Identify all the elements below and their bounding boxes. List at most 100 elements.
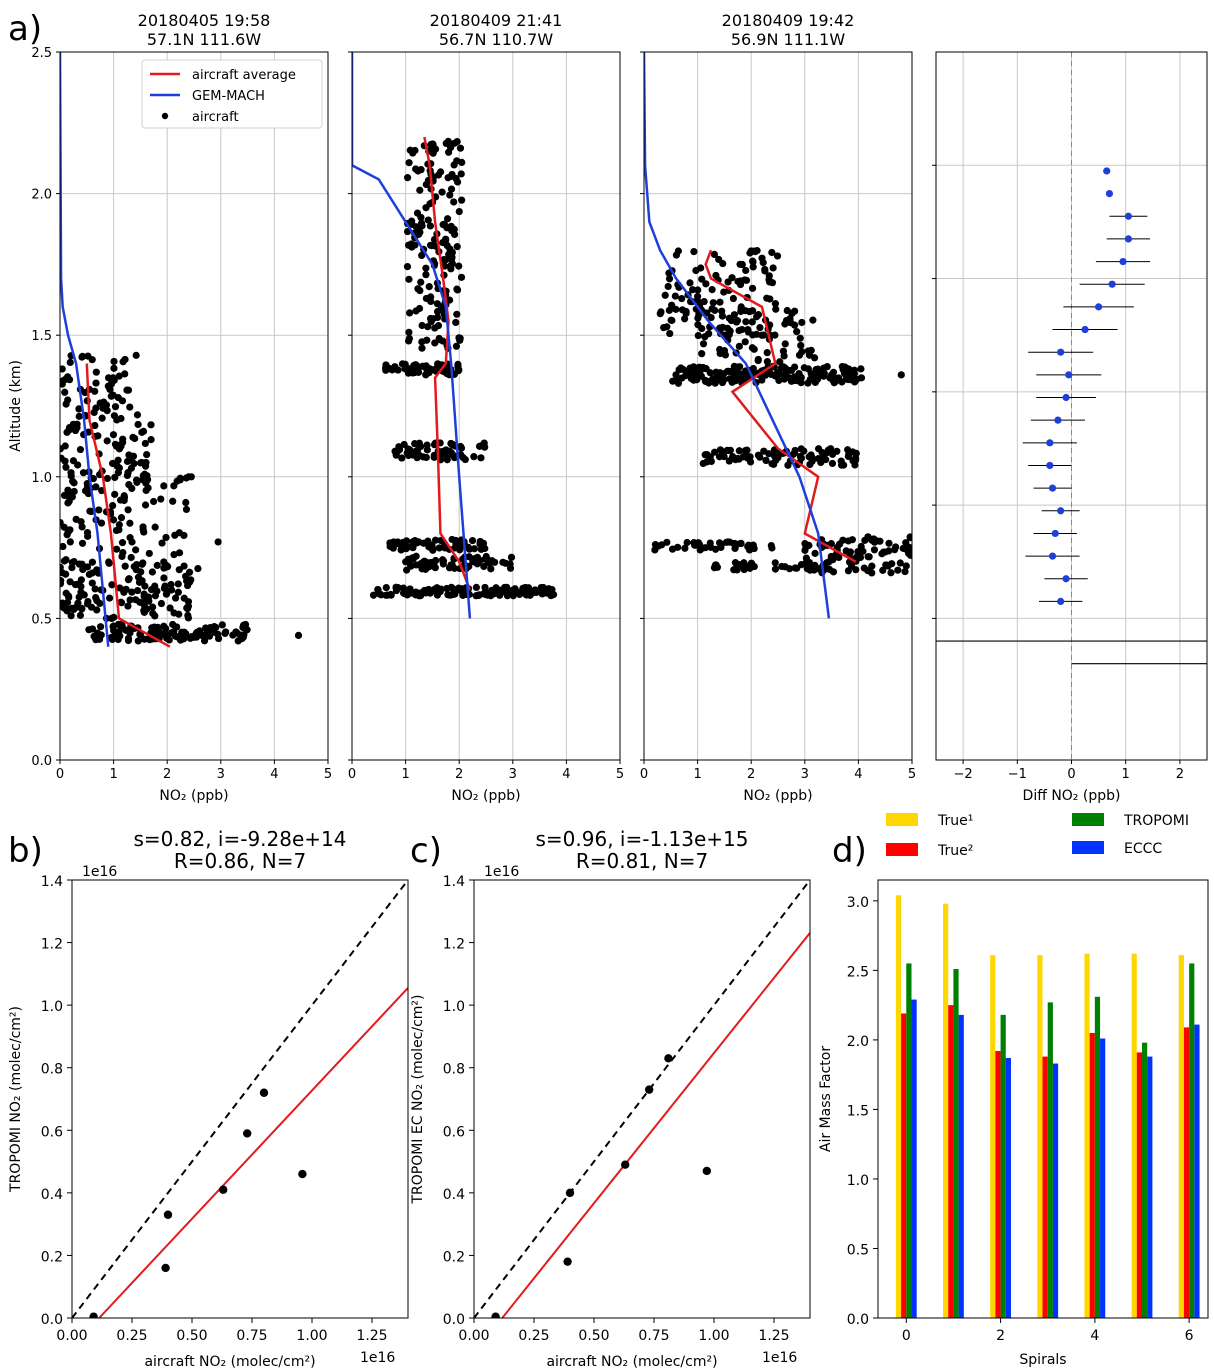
a3-aircraft-point-104 <box>761 265 769 274</box>
a1-aircraft-point-198 <box>126 534 134 542</box>
a3-aircraft-point-559 <box>894 566 902 574</box>
a1-aircraft-point-356 <box>83 600 92 608</box>
a2-aircraft-point-321 <box>420 539 428 547</box>
c-point-1 <box>563 1257 572 1266</box>
a2-aircraft-point-512 <box>382 584 390 592</box>
a2-aircraft-point-362 <box>406 561 415 569</box>
a2-aircraft-point-28 <box>405 159 413 167</box>
a1-ytick-label-3: 1.5 <box>31 329 52 344</box>
a2-aircraft-point-26 <box>404 174 412 182</box>
a4-diff-point-9 <box>1065 371 1073 379</box>
a2-frame <box>351 51 621 761</box>
a4-diff-point-4 <box>1119 257 1127 266</box>
a1-aircraft-point-57 <box>110 376 118 384</box>
a1-aircraft-point-134 <box>139 476 147 484</box>
a1-aircraft-point-480 <box>294 631 303 639</box>
a3-xtick-label-0: 0 <box>640 767 648 782</box>
a3-aircraft-point-419 <box>808 457 816 465</box>
a1-aircraft-point-226 <box>162 533 170 542</box>
a2-aircraft-point-80 <box>458 196 466 204</box>
a3-aircraft-point-62 <box>734 277 742 286</box>
a3-aircraft-point-487 <box>715 539 724 547</box>
a3-aircraft-point-547 <box>888 560 896 568</box>
a3-aircraft-point-557 <box>852 566 860 574</box>
d-bar-3-1 <box>958 1014 964 1318</box>
a1-aircraft-point-459 <box>204 630 212 638</box>
a1-y-axis-label: Altitude (km) <box>8 360 24 452</box>
c-point-2 <box>565 1188 575 1198</box>
a1-aircraft-point-195 <box>171 531 179 539</box>
a1-aircraft-point-416 <box>150 623 158 631</box>
a2-aircraft-point-267 <box>415 443 423 451</box>
a3-aircraft-point-141 <box>753 313 761 321</box>
a3-aircraft-point-353 <box>702 365 710 373</box>
a2-aircraft-point-38 <box>412 223 420 231</box>
c-xtick-label-0: 0.00 <box>458 1328 489 1344</box>
a1-aircraft-point-31 <box>103 407 111 415</box>
a1-aircraft-point-456 <box>140 635 149 643</box>
a3-aircraft-point-321 <box>726 375 734 383</box>
a3-aircraft-point-604 <box>712 561 720 569</box>
a3-aircraft-point-620 <box>897 371 905 379</box>
a2-aircraft-point-72 <box>417 213 425 222</box>
a3-aircraft-point-489 <box>654 542 662 550</box>
a1-aircraft-average-line <box>85 363 171 648</box>
a2-aircraft-point-148 <box>426 314 435 323</box>
c-point-4 <box>645 1085 654 1094</box>
d-legend-label-1: True² <box>937 843 973 859</box>
a4-diff-point-19 <box>1057 597 1065 606</box>
a1-legend-label-2: aircraft <box>192 110 239 125</box>
a3-aircraft-point-313 <box>841 363 849 371</box>
a2-aircraft-point-169 <box>417 219 426 227</box>
a3-aircraft-point-412 <box>784 461 792 469</box>
a3-aircraft-point-159 <box>758 331 766 339</box>
b-ytick-label-2: 0.4 <box>41 1187 63 1203</box>
a4-x-axis-label: Diff NO₂ (ppb) <box>1023 788 1121 804</box>
a1-aircraft-point-200 <box>118 539 127 547</box>
b-point-2 <box>163 1210 173 1219</box>
a1-aircraft-point-224 <box>60 491 69 499</box>
a3-aircraft-point-414 <box>840 461 848 469</box>
a1-aircraft-point-227 <box>117 514 126 522</box>
a2-aircraft-point-217 <box>388 366 396 374</box>
d-xtick-label-2: 4 <box>1090 1328 1099 1344</box>
d-bar-3-2 <box>1005 1057 1011 1318</box>
a3-aircraft-point-290 <box>797 379 805 387</box>
a1-aircraft-point-273 <box>194 564 202 573</box>
panel-label-2: c) <box>410 831 442 871</box>
a1-aircraft-point-437 <box>218 621 226 629</box>
a3-aircraft-point-138 <box>725 314 733 322</box>
b-ytick-label-0: 0.0 <box>41 1312 63 1328</box>
a2-aircraft-point-265 <box>461 455 469 464</box>
a2-aircraft-point-337 <box>389 544 397 552</box>
a1-aircraft-point-153 <box>182 505 191 514</box>
a1-aircraft-point-182 <box>109 516 118 524</box>
c-title-line-0: s=0.96, i=-1.13e+15 <box>536 827 749 851</box>
b-y-axis-label: TROPOMI NO₂ (molec/cm²) <box>8 1006 24 1193</box>
a1-aircraft-point-469 <box>88 625 97 633</box>
a1-aircraft-point-178 <box>112 545 121 553</box>
a2-aircraft-point-306 <box>476 537 484 546</box>
a3-aircraft-point-279 <box>826 374 834 382</box>
a3-aircraft-point-350 <box>818 369 826 377</box>
a1-aircraft-point-199 <box>182 498 190 507</box>
a1-ytick-label-5: 2.5 <box>31 46 52 61</box>
a2-aircraft-point-329 <box>409 538 417 546</box>
a2-xtick-label-4: 4 <box>562 767 570 782</box>
a2-aircraft-point-135 <box>404 241 413 249</box>
d-bar-0-3 <box>1037 955 1043 1318</box>
a2-aircraft-point-132 <box>450 161 458 169</box>
a1-aircraft-point-52 <box>84 352 92 360</box>
a2-aircraft-point-479 <box>374 585 382 594</box>
a2-aircraft-point-33 <box>431 339 439 347</box>
a2-aircraft-point-385 <box>404 555 412 563</box>
a2-aircraft-point-319 <box>431 536 440 544</box>
a1-aircraft-point-123 <box>113 462 122 471</box>
a1-aircraft-point-306 <box>141 582 149 590</box>
a3-aircraft-point-125 <box>699 340 708 348</box>
b-xtick-label-4: 1.00 <box>296 1328 327 1344</box>
c-ytick-label-4: 0.8 <box>443 1062 465 1078</box>
a2-aircraft-point-333 <box>397 546 405 554</box>
a2-aircraft-point-216 <box>394 366 402 374</box>
a1-aircraft-point-336 <box>140 592 148 600</box>
